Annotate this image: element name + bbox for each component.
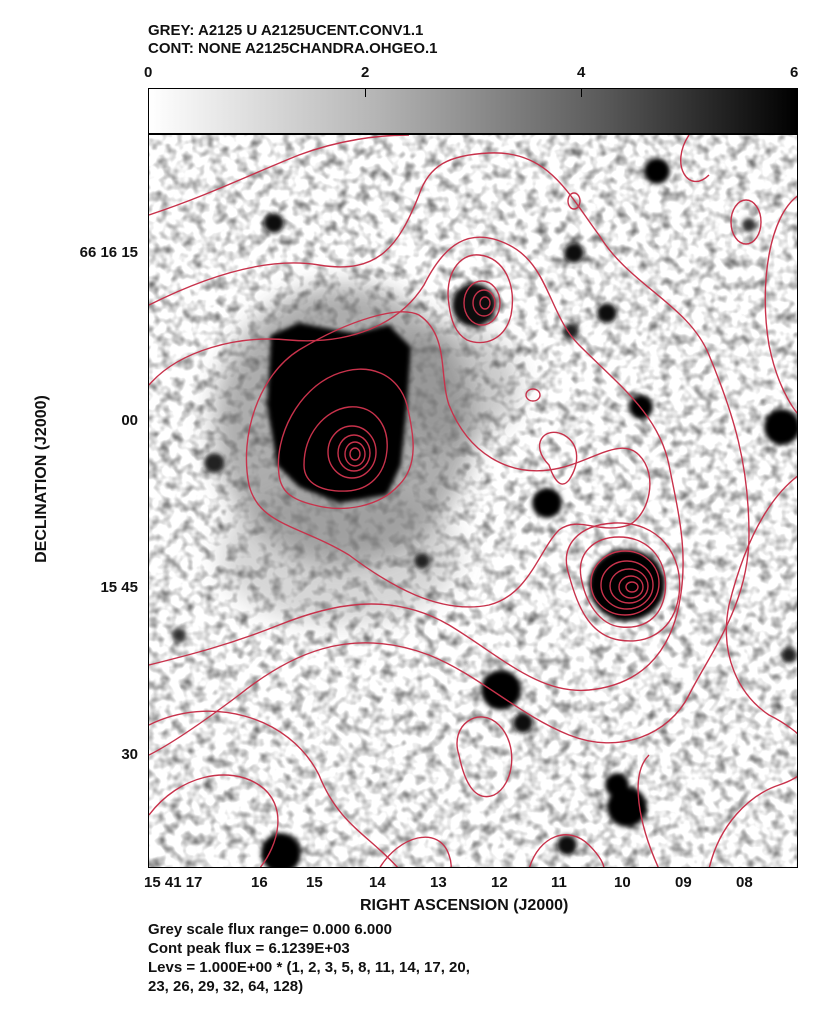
contour-line <box>303 406 388 492</box>
colorbar-tick-6: 6 <box>790 64 799 81</box>
contour-line <box>708 775 797 867</box>
grey-colorbar <box>148 88 798 134</box>
central-galaxy <box>267 323 411 503</box>
contour-line <box>379 836 452 867</box>
contour-line <box>764 195 797 414</box>
grey-header-line: GREY: A2125 U A2125UCENT.CONV1.1 <box>148 22 424 39</box>
colorbar-tick-2: 2 <box>361 64 370 81</box>
x-tick-label: 14 <box>369 874 386 891</box>
contour-header-line: CONT: NONE A2125CHANDRA.OHGEO.1 <box>148 40 438 57</box>
contour-line <box>609 568 649 604</box>
contour-peak-flux: Cont peak flux = 6.1239E+03 <box>148 940 350 957</box>
x-tick-label: 15 <box>306 874 323 891</box>
x-ray-contours <box>149 135 797 867</box>
contour-levels-continued: 23, 26, 29, 32, 64, 128) <box>148 978 304 995</box>
x-tick-label: 15 41 17 <box>144 874 203 891</box>
contour-line <box>590 550 660 616</box>
x-tick-label: 12 <box>491 874 508 891</box>
contour-line <box>625 581 639 593</box>
contour-line <box>525 388 541 402</box>
contour-line <box>456 716 513 798</box>
contour-line <box>479 296 491 310</box>
y-tick-label: 00 <box>121 412 138 429</box>
x-tick-label: 08 <box>736 874 753 891</box>
contour-line <box>463 280 501 326</box>
y-tick-label: 30 <box>121 746 138 763</box>
x-tick-label: 16 <box>251 874 268 891</box>
contour-line <box>538 431 578 485</box>
colorbar-mark <box>581 89 582 97</box>
contour-line <box>349 447 361 461</box>
contour-line <box>149 135 410 216</box>
contour-line <box>149 774 279 867</box>
contour-line <box>680 135 710 182</box>
x-axis-label: RIGHT ASCENSION (J2000) <box>360 897 569 914</box>
contour-line <box>344 441 366 467</box>
image-plot <box>148 134 798 868</box>
y-tick-label: 15 45 <box>100 579 138 596</box>
contour-line <box>600 560 654 610</box>
contour-line <box>447 254 514 344</box>
x-tick-label: 13 <box>430 874 447 891</box>
contour-line <box>730 199 762 245</box>
contour-line <box>327 425 377 479</box>
contour-line <box>149 152 750 756</box>
x-tick-label: 09 <box>675 874 692 891</box>
grey-flux-range: Grey scale flux range= 0.000 6.000 <box>148 921 392 938</box>
contour-line <box>472 289 496 317</box>
colorbar-mark <box>365 89 366 97</box>
colorbar-tick-4: 4 <box>577 64 586 81</box>
contour-line <box>337 434 371 472</box>
contour-line <box>725 475 797 735</box>
contour-line <box>528 834 605 867</box>
colorbar-tick-0: 0 <box>144 64 153 81</box>
contour-levels: Levs = 1.000E+00 * (1, 2, 3, 5, 8, 11, 1… <box>148 959 470 976</box>
contour-line <box>565 522 681 642</box>
x-tick-label: 11 <box>551 874 567 891</box>
x-tick-label: 10 <box>614 874 631 891</box>
contour-line <box>149 236 684 692</box>
contour-line <box>637 754 659 867</box>
contour-line <box>149 710 399 867</box>
contour-line <box>245 311 651 608</box>
contour-line <box>277 368 414 510</box>
contour-line <box>579 536 667 628</box>
grey-image-with-contours <box>149 135 797 867</box>
contour-line <box>567 192 581 210</box>
contour-line <box>618 575 644 599</box>
y-tick-label: 66 16 15 <box>79 244 138 261</box>
y-axis-label: DECLINATION (J2000) <box>33 395 50 563</box>
